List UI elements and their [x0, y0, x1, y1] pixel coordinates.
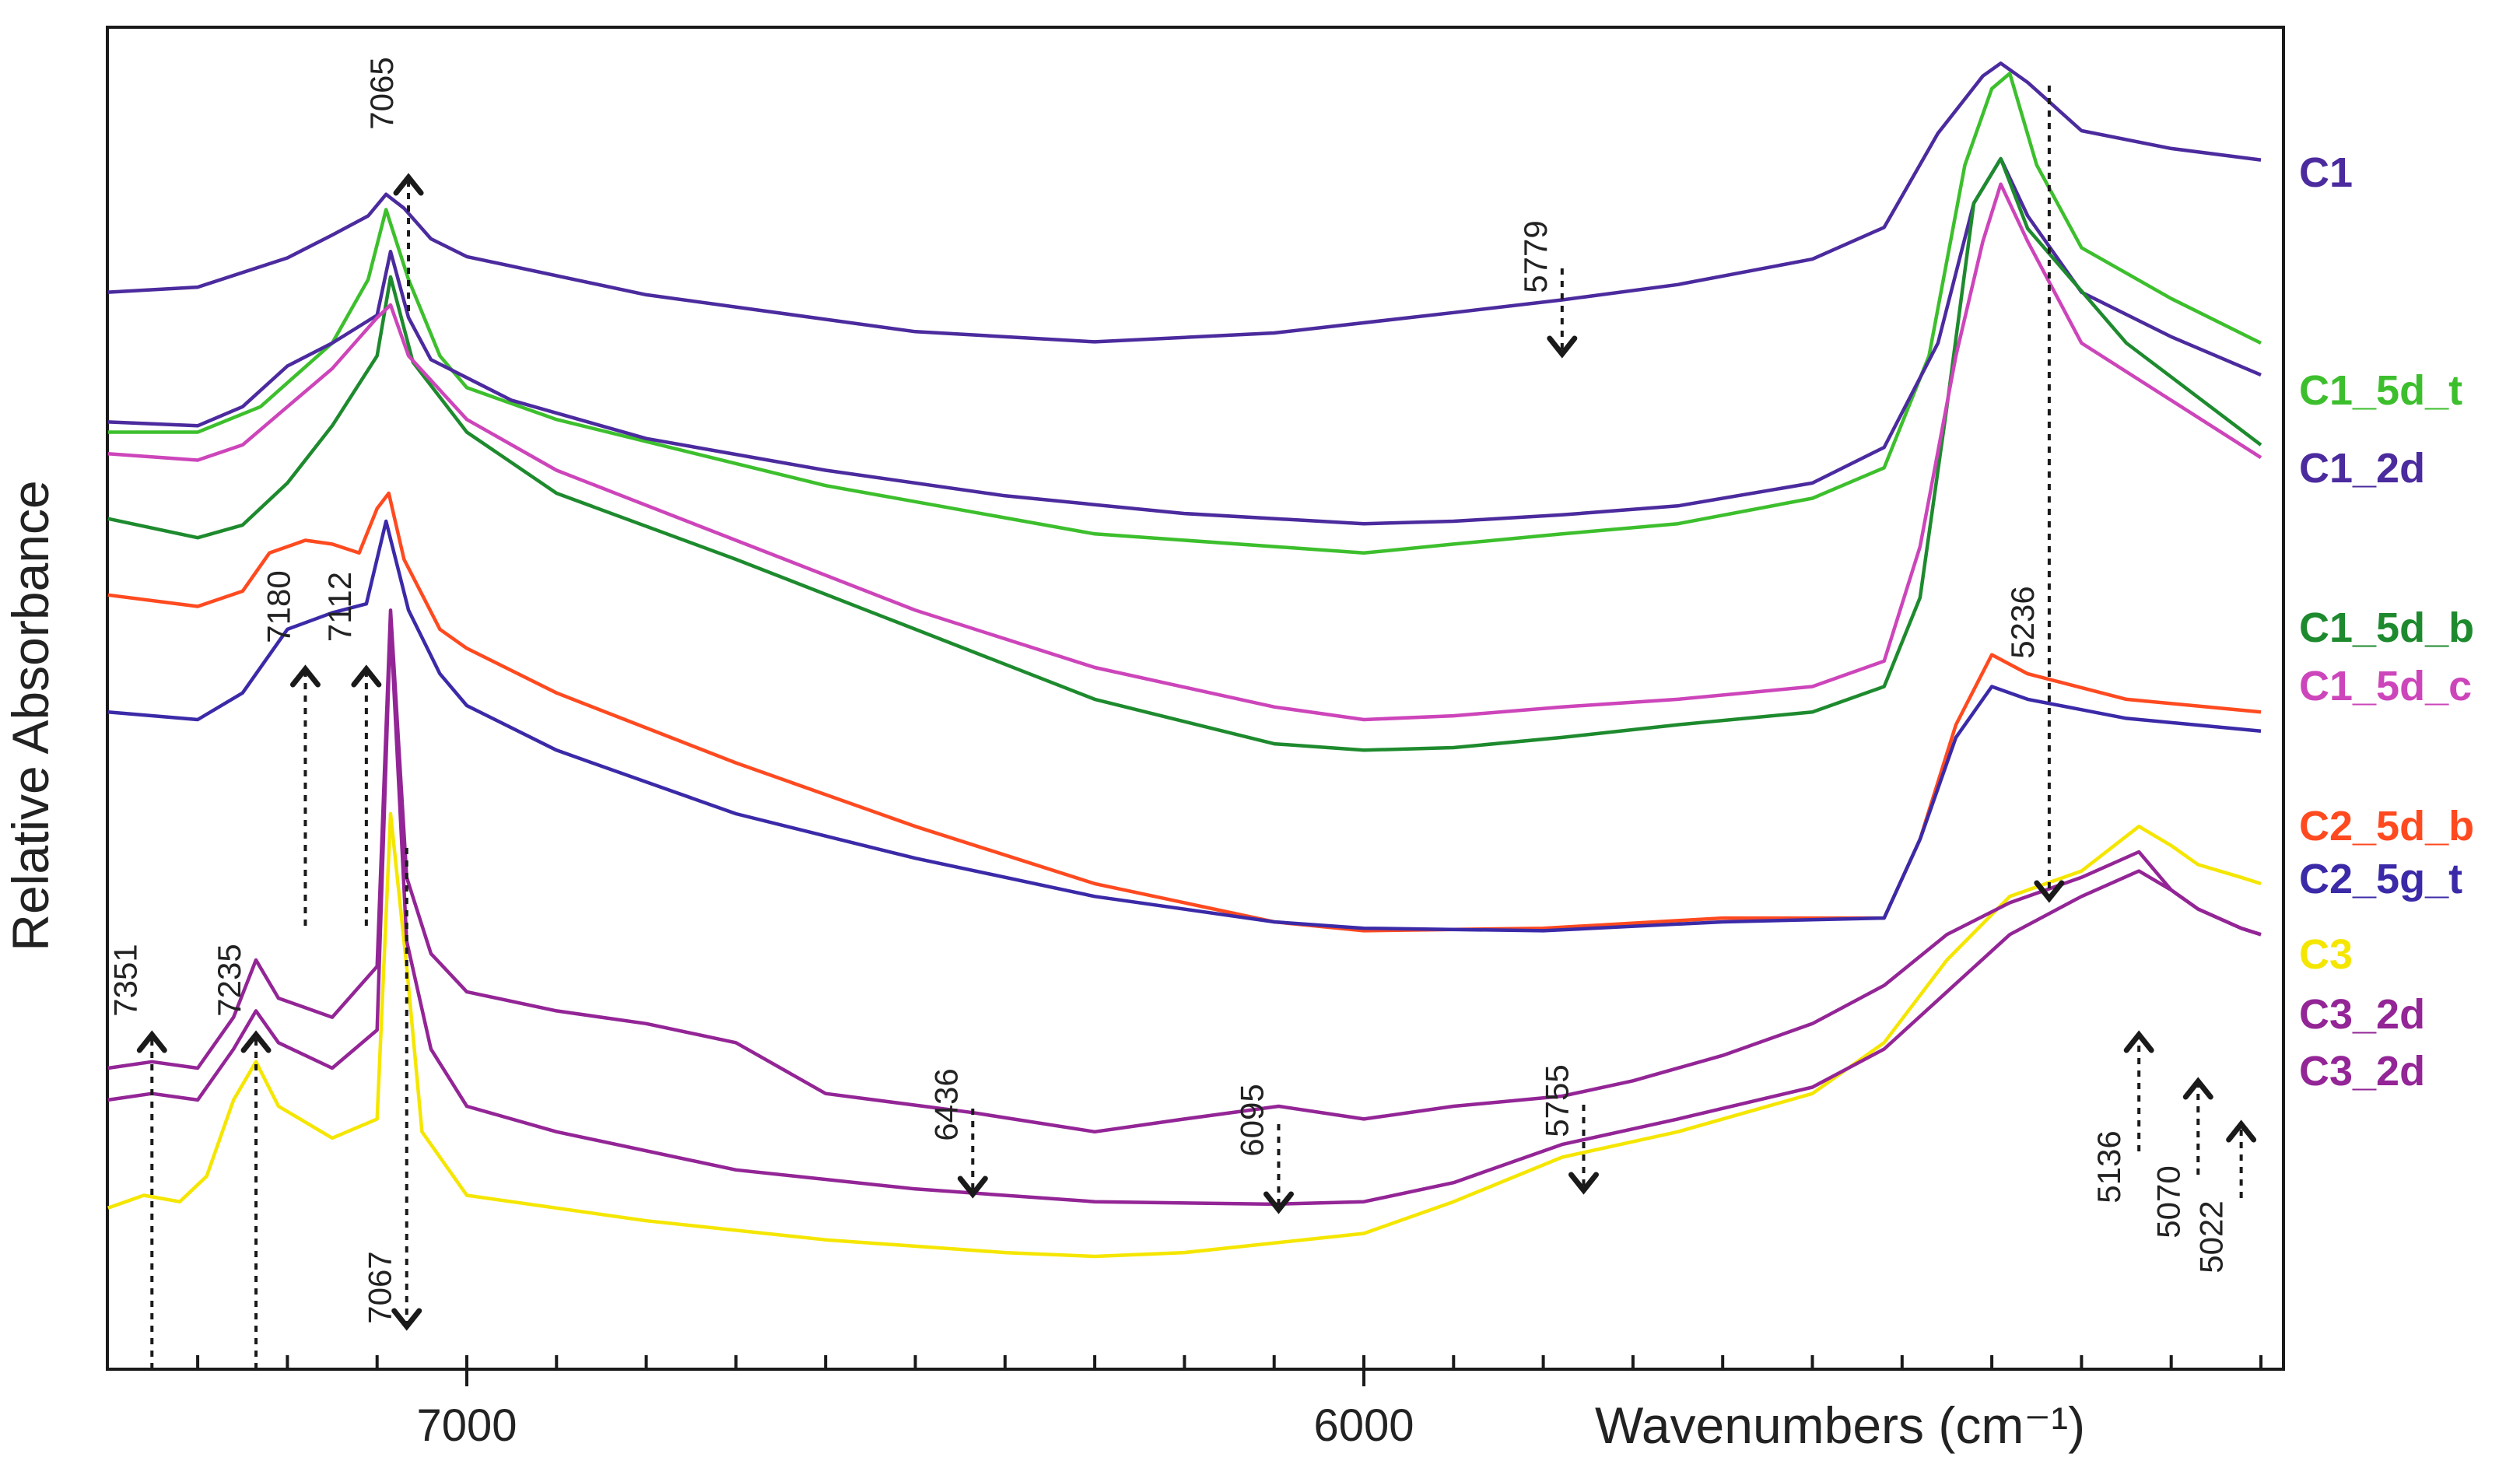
annotation-arrowhead-5236: [2034, 880, 2065, 903]
series-line-c1-0: [107, 61, 2262, 344]
annotation-label-5236: 5236: [2004, 586, 2041, 658]
series-line-c1-5d-t-1: [107, 72, 2262, 555]
x-axis-ticks: 7000 6000: [196, 1355, 2262, 1451]
plot-border: [106, 26, 2285, 1371]
legend: C1 C1_5d_t C1_2d C1_5d_b C1_5d_c C2_5d_b C2_5g…: [2299, 149, 2474, 1095]
legend-entry-6: C2_5g_t: [2299, 856, 2462, 902]
annotation-label-7180: 7180: [260, 570, 296, 643]
series-line-c1-5d-b-3: [107, 156, 2262, 752]
legend-entry-2: C1_2d: [2299, 445, 2425, 492]
annotation-label-7067: 7067: [362, 1251, 398, 1323]
annotation-label-7235: 7235: [211, 944, 247, 1016]
annotation-arrowhead-7065: [393, 173, 424, 196]
series-lines: [107, 61, 2262, 1259]
annotation-label-6436: 6436: [927, 1068, 964, 1140]
annotation-arrowhead-5022: [2226, 1119, 2257, 1143]
peak-annotations: 7065 5779 7180 7112 5236 7351 7235 6436 6095 5755…: [107, 57, 2257, 1369]
series-line-c3-2d-8: [107, 608, 2262, 1134]
annotation-label-5022: 5022: [2193, 1200, 2230, 1273]
annotation-label-7065: 7065: [363, 57, 400, 129]
x-tick-label-7000: 7000: [416, 1400, 517, 1451]
annotation-arrowhead-7180: [289, 664, 321, 688]
annotation-arrowhead-7235: [240, 1030, 272, 1053]
series-line-c2-5d-b-5: [107, 491, 2262, 933]
annotation-label-5779: 5779: [1517, 220, 1554, 293]
series-line-c2-5g-t-6: [107, 519, 2262, 933]
x-tick-label-6000: 6000: [1313, 1400, 1414, 1451]
legend-entry-8: C3_2d: [2299, 991, 2425, 1038]
annotation-arrowhead-7067: [391, 1308, 422, 1331]
annotation-arrowhead-6436: [957, 1175, 988, 1199]
annotation-label-7112: 7112: [321, 572, 358, 642]
annotation-label-7351: 7351: [107, 944, 143, 1016]
annotation-arrowhead-5136: [2123, 1030, 2154, 1053]
y-axis-label: Relative Absorbance: [2, 480, 59, 951]
legend-entry-5: C2_5d_b: [2299, 803, 2474, 850]
annotation-label-5136: 5136: [2091, 1130, 2127, 1203]
legend-entry-1: C1_5d_t: [2299, 367, 2462, 414]
annotation-arrowhead-5070: [2182, 1077, 2213, 1100]
annotation-arrowhead-7351: [136, 1030, 167, 1053]
annotation-label-5755: 5755: [1538, 1064, 1575, 1137]
series-line-c3-7: [107, 811, 2262, 1259]
annotation-arrowhead-5755: [1568, 1172, 1599, 1195]
annotation-arrowhead-6095: [1263, 1191, 1294, 1214]
annotation-arrowhead-5779: [1547, 335, 1578, 359]
legend-entry-4: C1_5d_c: [2299, 663, 2472, 709]
annotation-label-6095: 6095: [1233, 1084, 1270, 1156]
annotation-label-5070: 5070: [2150, 1165, 2186, 1238]
legend-entry-3: C1_5d_b: [2299, 604, 2474, 651]
series-line-c1-5d-c-4: [107, 182, 2262, 722]
legend-entry-7: C3: [2299, 931, 2353, 978]
plot-frame: [106, 26, 2285, 1371]
annotation-arrowhead-7112: [351, 664, 382, 688]
legend-entry-0: C1: [2299, 149, 2353, 196]
series-line-c3-2d-9: [107, 621, 2262, 1207]
legend-entry-9: C3_2d: [2299, 1048, 2425, 1095]
x-axis-label: Wavenumbers (cm⁻¹): [1595, 1396, 2085, 1454]
